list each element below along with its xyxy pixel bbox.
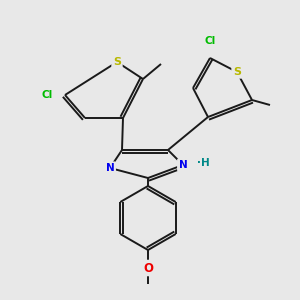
Text: N: N — [106, 163, 114, 173]
Text: O: O — [143, 262, 153, 275]
Text: Cl: Cl — [204, 36, 216, 46]
Text: N: N — [178, 160, 188, 170]
Text: Cl: Cl — [42, 90, 53, 100]
Text: S: S — [113, 57, 121, 67]
Text: S: S — [233, 67, 241, 77]
Text: ·H: ·H — [197, 158, 210, 168]
